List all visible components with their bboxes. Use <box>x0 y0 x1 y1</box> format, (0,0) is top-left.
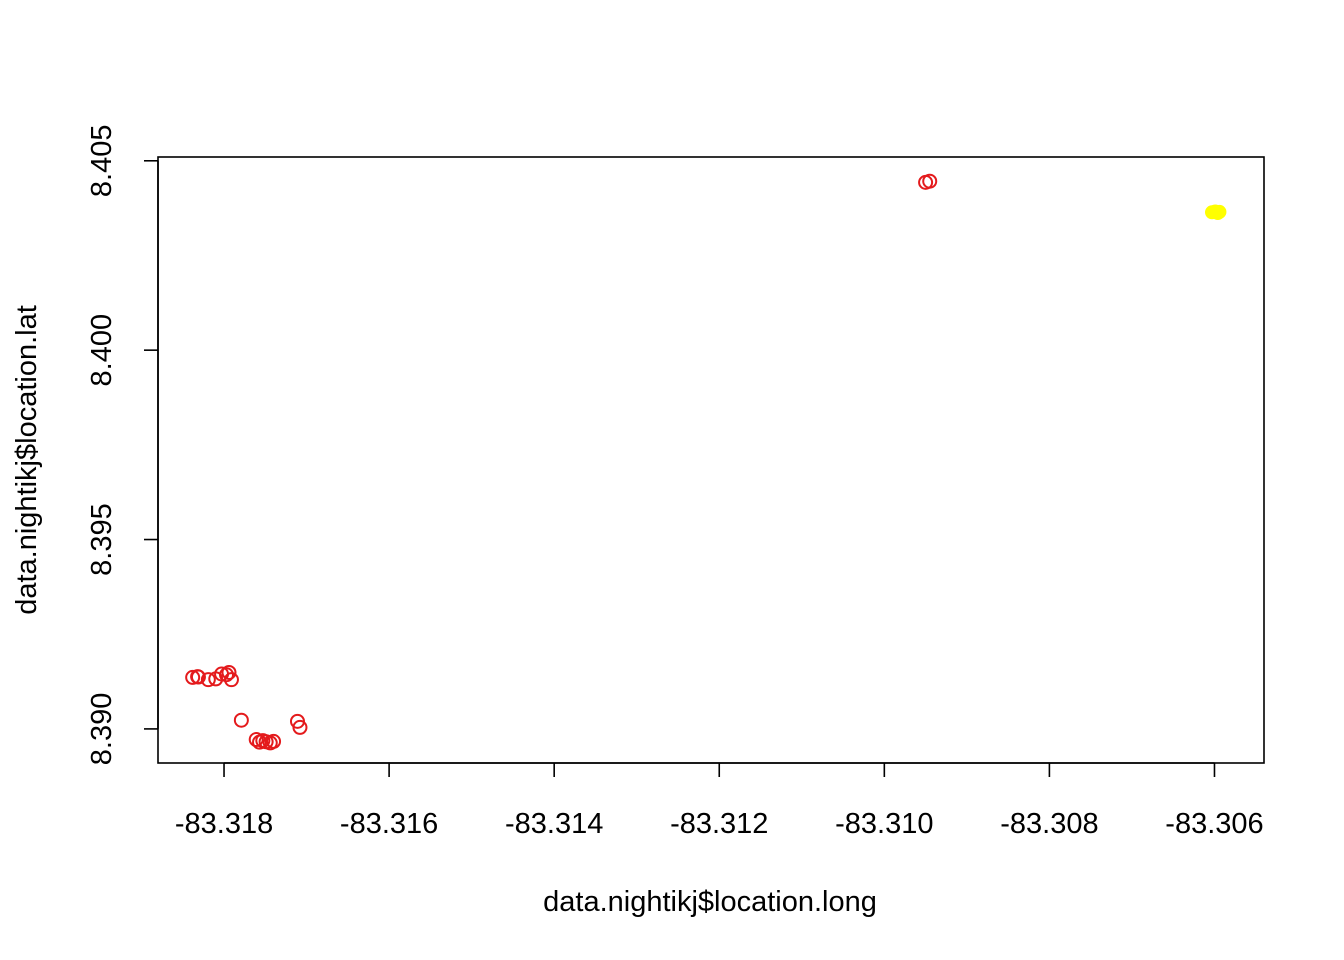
plot-frame <box>157 156 1265 764</box>
y-axis: 8.390 8.395 8.400 8.405 <box>86 124 159 766</box>
data-point <box>223 672 239 688</box>
y-tick-label: 8.405 <box>86 124 118 197</box>
x-tick-label: -83.314 <box>505 808 603 840</box>
data-point <box>233 712 249 728</box>
x-axis: -83.318 -83.316 -83.314 -83.312 -83.310 -83.3… <box>175 762 1264 840</box>
x-tick-label: -83.312 <box>670 808 768 840</box>
y-tick-label: 8.400 <box>86 314 118 387</box>
data-point <box>922 173 938 189</box>
x-axis-title: data.nightikj$location.long <box>543 886 877 918</box>
x-tick-label: -83.306 <box>1165 808 1263 840</box>
data-point <box>221 664 237 680</box>
data-point <box>248 732 264 748</box>
x-tick-label: -83.316 <box>340 808 438 840</box>
data-points <box>185 173 1227 751</box>
data-point-filled <box>1212 204 1227 219</box>
data-point <box>200 672 216 688</box>
x-tick-label: -83.310 <box>835 808 933 840</box>
data-point <box>190 669 206 685</box>
data-point <box>292 719 308 735</box>
data-point <box>185 669 201 685</box>
y-tick-label: 8.395 <box>86 503 118 576</box>
data-point <box>219 667 235 683</box>
data-point <box>266 733 282 749</box>
x-tick-label: -83.308 <box>1000 808 1098 840</box>
y-axis-title: data.nightikj$location.lat <box>11 305 43 615</box>
y-tick-label: 8.390 <box>86 693 118 766</box>
x-tick-label: -83.318 <box>175 808 273 840</box>
